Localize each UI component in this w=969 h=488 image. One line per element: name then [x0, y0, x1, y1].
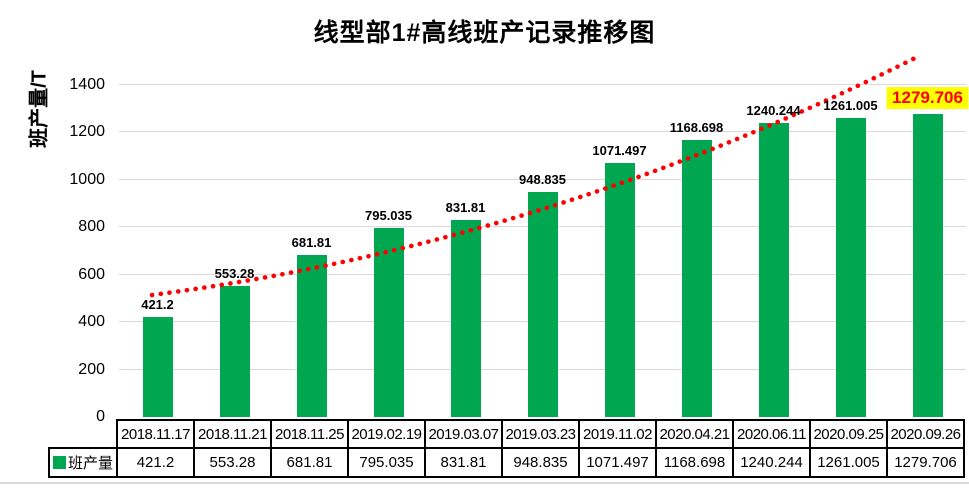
table-date-cell: 2020.04.21	[655, 419, 734, 449]
table-value-cell: 831.81	[424, 447, 503, 478]
table-date-cell: 2019.03.23	[501, 419, 580, 449]
y-tick-label: 800	[78, 218, 105, 236]
table-value-cell: 421.2	[116, 447, 195, 478]
table-date-cell: 2019.02.19	[347, 419, 426, 449]
legend-swatch-icon	[52, 456, 66, 469]
table-date-cell: 2019.03.07	[424, 419, 503, 449]
table-value-cell: 1261.005	[809, 447, 888, 478]
data-label: 1168.698	[669, 119, 724, 135]
data-label: 795.035	[365, 208, 412, 224]
table-date-cell: 2020.09.26	[886, 419, 965, 449]
table-date-cell: 2018.11.17	[116, 419, 195, 449]
table-value-cell: 948.835	[501, 447, 580, 478]
table-value-cell: 1279.706	[886, 447, 965, 478]
table-value-cell: 795.035	[347, 447, 426, 478]
y-tick-label: 0	[96, 408, 105, 425]
table-value-cell: 1071.497	[578, 447, 657, 478]
y-tick-label: 600	[78, 265, 105, 283]
data-label: 421.2	[141, 297, 174, 313]
table-date-cell: 2019.11.02	[578, 419, 657, 449]
table-date-cell: 2020.06.11	[732, 419, 811, 449]
table-value-cell: 1240.244	[732, 447, 811, 478]
y-tick-label: 400	[78, 313, 105, 331]
table-corner-cell	[49, 420, 117, 448]
y-tick-label: 200	[78, 360, 105, 378]
y-tick-label: 1000	[69, 170, 105, 188]
table-date-cell: 2018.11.25	[270, 419, 349, 449]
data-label: 1071.497	[592, 142, 647, 158]
bar	[219, 285, 250, 417]
data-label: 948.835	[519, 171, 566, 187]
bar-labels-layer: 421.2 553.28 681.81 795.035 831.81 948.835 107…	[119, 57, 969, 417]
chart-title: 线型部1#高线班产记录推移图	[313, 19, 656, 47]
legend-series-name: 班产量	[67, 455, 113, 472]
table-value-cell: 553.28	[193, 447, 272, 478]
data-label-highlighted: 1279.706	[886, 86, 969, 109]
table-date-cell: 2018.11.21	[193, 419, 272, 449]
data-label: 1261.005	[823, 97, 878, 113]
data-label: 831.81	[445, 199, 486, 215]
data-label: 1240.244	[746, 102, 801, 118]
data-label: 553.28	[214, 265, 255, 281]
table-date-cell: 2020.09.25	[809, 419, 888, 449]
legend-cell: 班产量	[48, 447, 118, 478]
y-tick-label: 1200	[69, 123, 105, 141]
chart-bottom-divider	[0, 482, 969, 484]
bar	[142, 317, 173, 417]
data-table: 2018.11.17 2018.11.21 2018.11.25 2019.02.19…	[48, 419, 965, 478]
table-value-cell: 1168.698	[655, 447, 734, 478]
data-label: 681.81	[291, 235, 332, 251]
y-tick-label: 1400	[69, 75, 105, 93]
table-value-cell: 681.81	[270, 447, 349, 478]
